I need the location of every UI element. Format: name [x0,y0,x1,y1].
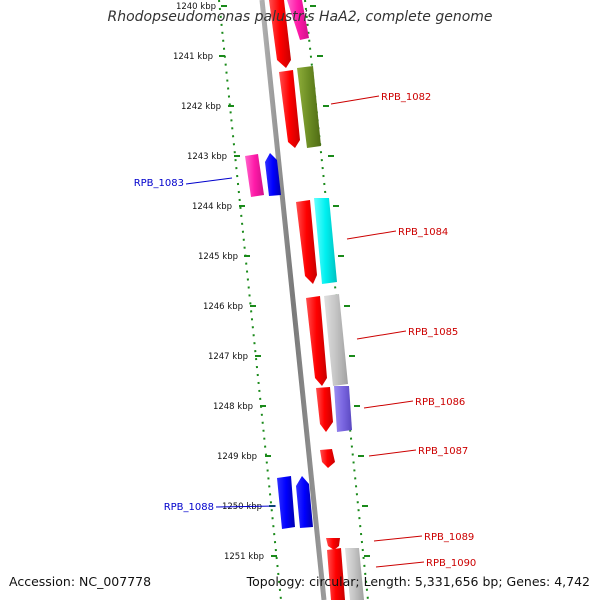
leader-line-rpb-1083 [185,177,233,185]
genome-backbone [259,0,327,600]
leader-line-rpb-1090 [375,561,425,568]
gene-arrow-red [269,0,291,68]
gene-label-rpb-1087[interactable]: RPB_1087 [418,446,468,457]
tick-label: 1247 kbp [208,352,248,362]
gene-label-rpb-1086[interactable]: RPB_1086 [415,397,465,408]
label-leaders [185,95,425,568]
gene-arrow-rpb-1087 [320,449,335,468]
gene-label-rpb-1082[interactable]: RPB_1082 [381,92,431,103]
gene-arrow-gray [345,548,364,600]
tick-label: 1249 kbp [217,452,257,462]
gene-arrow-purple [334,386,352,432]
gene-arrow-rpb-1084 [296,200,317,284]
gene-labels: RPB_1082 RPB_1083 RPB_1084 RPB_1085 RPB_… [134,92,477,569]
gene-arrow-olive [297,66,321,148]
gene-label-rpb-1083[interactable]: RPB_1083 [134,178,184,189]
tick-label: 1240 kbp [176,2,216,12]
gene-arrow-rpb-1090 [327,548,345,600]
tick-label: 1243 kbp [187,152,227,162]
gene-arrow-rpb-1088 [277,476,295,529]
gene-arrow-rpb-1083 [265,153,281,196]
leader-line-rpb-1087 [368,449,417,457]
tick-label: 1248 kbp [213,402,253,412]
gene-label-rpb-1089[interactable]: RPB_1089 [424,532,474,543]
leader-line-rpb-1084 [346,230,397,240]
leader-line-rpb-1088 [215,505,277,508]
gene-arrow-rpb-1085 [306,296,327,386]
leader-line-rpb-1085 [356,330,407,340]
map-title: Rhodopseudomonas palustris HaA2, complet… [107,9,493,25]
leader-line-rpb-1082 [330,95,380,105]
tick-label: 1246 kbp [203,302,243,312]
leader-line-rpb-1089 [373,535,423,542]
gene-arrow-gray [324,294,348,386]
gene-label-rpb-1084[interactable]: RPB_1084 [398,227,448,238]
leader-line-rpb-1086 [363,400,414,409]
tick-label: 1251 kbp [224,552,264,562]
gene-label-rpb-1090[interactable]: RPB_1090 [426,558,476,569]
forward-strand-genes [245,153,313,529]
tick-label: 1241 kbp [173,52,213,62]
tick-label: 1244 kbp [192,202,232,212]
accession-label: Accession: NC_007778 [9,574,152,589]
gene-label-rpb-1088[interactable]: RPB_1088 [164,502,214,513]
genome-summary: Topology: circular; Length: 5,331,656 bp… [246,574,590,589]
gene-arrow-rpb-1086 [316,387,333,432]
tick-label: 1242 kbp [181,102,221,112]
gene-arrow-rpb-1082 [279,70,300,148]
reverse-strand-genes [269,0,364,600]
gene-arrow-pink [287,0,309,40]
tick-label: 1245 kbp [198,252,238,262]
gene-arrow-cyan [314,198,337,284]
gene-arrow-pink [245,154,264,197]
gene-arrow-rpb-1089 [326,538,340,550]
gene-label-rpb-1085[interactable]: RPB_1085 [408,327,458,338]
gene-arrow-blue [296,476,313,528]
